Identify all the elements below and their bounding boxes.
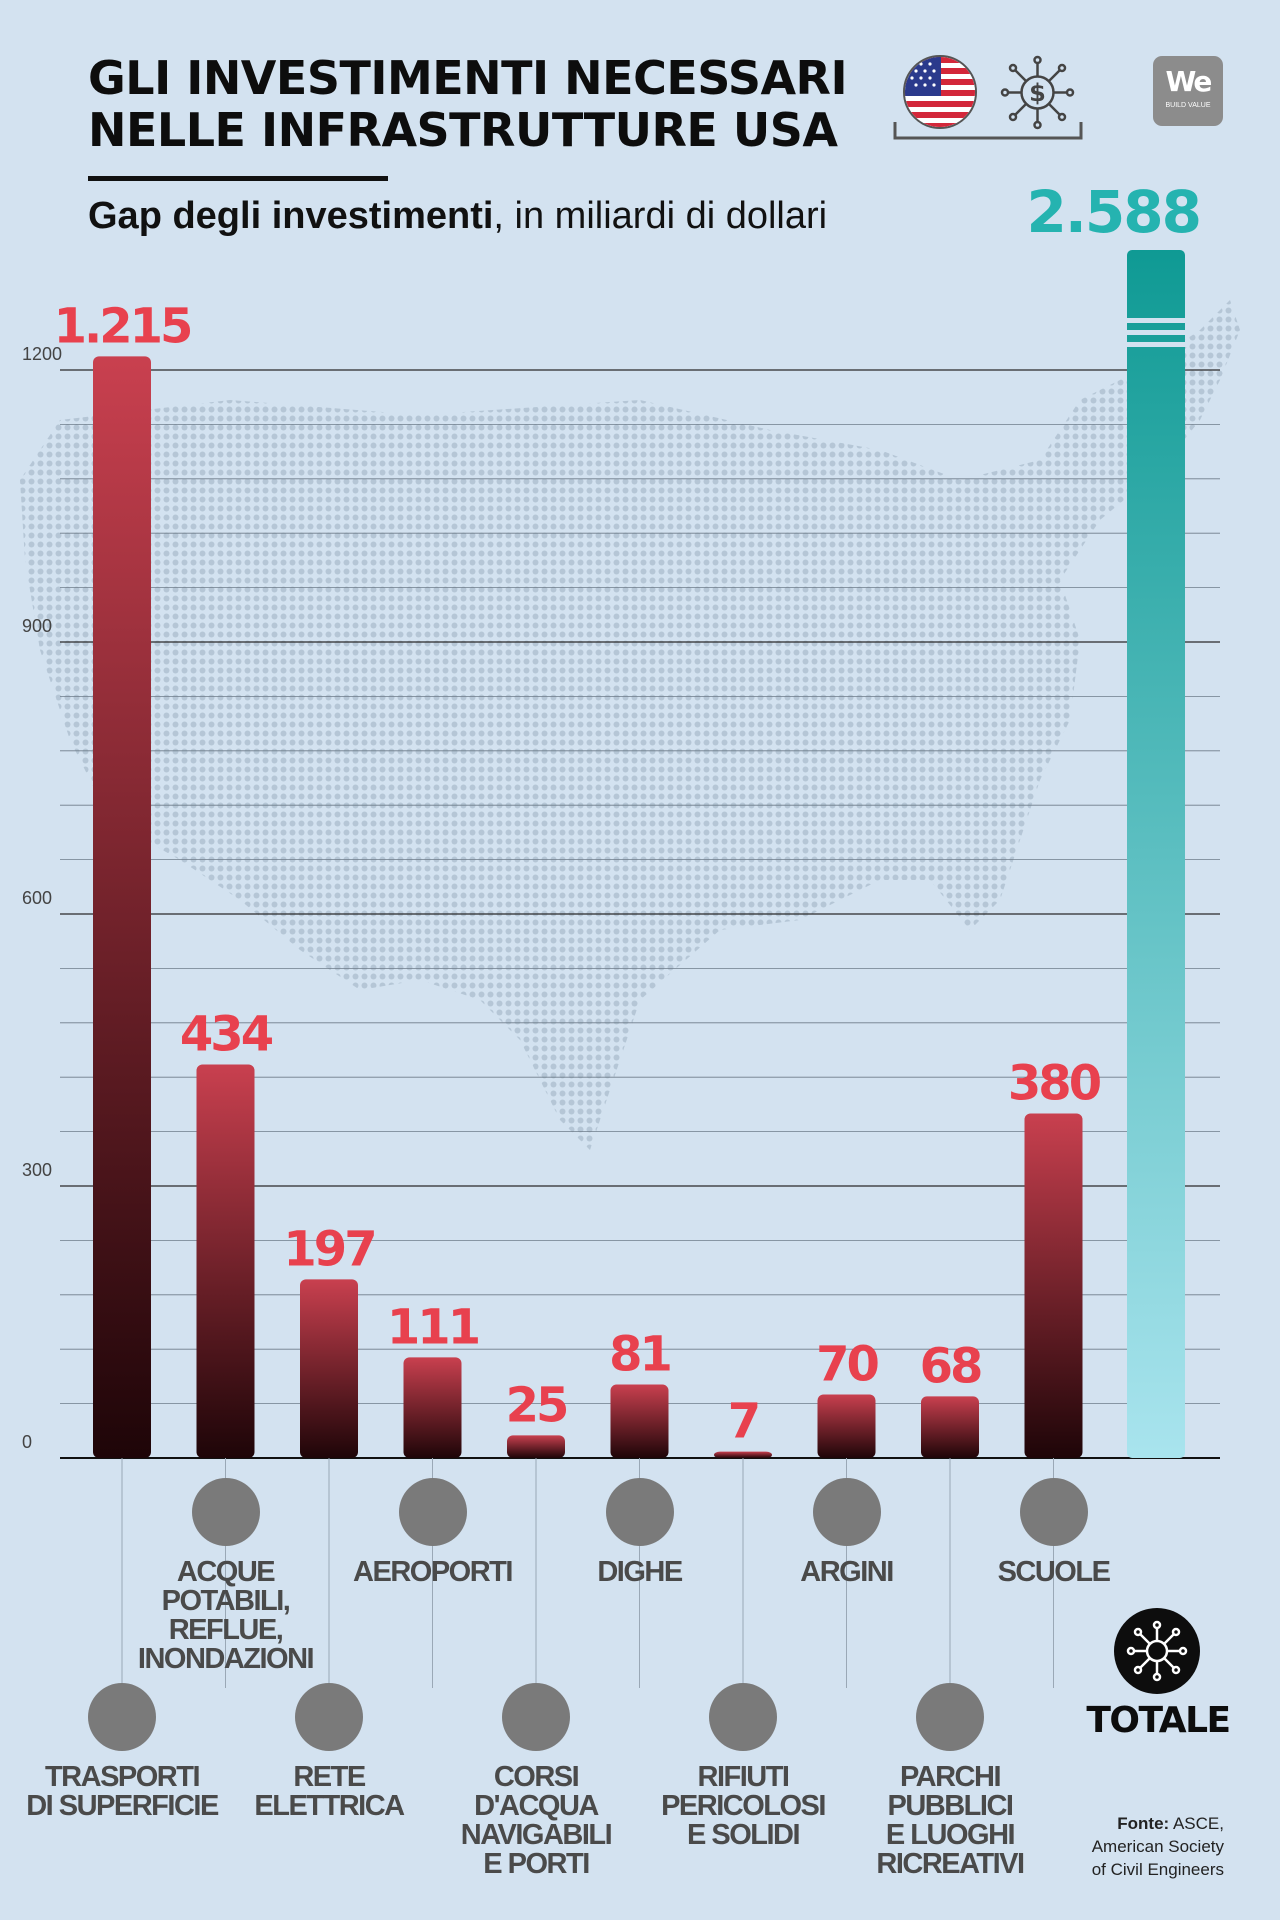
bar-value-label: 380 (1008, 1055, 1101, 1111)
category-label: AEROPORTI (353, 1556, 513, 1588)
bar (817, 1394, 876, 1458)
total-value-label: 2.588 (1026, 178, 1202, 246)
bar-value-label: 1.215 (54, 298, 191, 354)
hazard-barrel-icon (709, 1683, 777, 1751)
axis-break-mark (1125, 330, 1187, 335)
y-tick-label: 900 (22, 616, 52, 636)
dam-icon (605, 1478, 674, 1546)
subtitle-bold: Gap degli investimenti (88, 195, 494, 237)
category-label: TRASPORTI DI SUPERFICIE (26, 1761, 219, 1822)
category-label: PARCHI PUBBLICI E LUOGHI RICREATIVI (876, 1761, 1025, 1880)
usa-flag-icon (903, 55, 977, 129)
title-line-2: NELLE INFRASTRUTTURE USA (88, 103, 838, 157)
source-bold: Fonte: (1117, 1814, 1170, 1833)
y-tick-label: 600 (22, 888, 52, 908)
title-line-1: GLI INVESTIMENTI NECESSARI (88, 51, 848, 105)
logo-subtext: BUILD VALUE (1165, 102, 1211, 109)
bar-value-label: 111 (387, 1299, 479, 1355)
bar-value-label: 197 (283, 1221, 374, 1277)
bar (921, 1396, 979, 1458)
category-label: ACQUE POTABILI, REFLUE, INONDAZIONI (137, 1556, 315, 1675)
airplane-icon (398, 1478, 467, 1546)
category-label: DIGHE (597, 1556, 683, 1588)
bar (300, 1279, 358, 1458)
logo-text: We (1165, 65, 1213, 98)
tree-icon (916, 1683, 984, 1751)
bar (196, 1064, 255, 1458)
category-label: RIFIUTI PERICOLOSI E SOLIDI (661, 1761, 826, 1851)
axis-break-mark (1125, 342, 1187, 347)
category-label: SCUOLE (997, 1556, 1111, 1588)
bar (507, 1435, 565, 1458)
header-underline (893, 122, 1083, 140)
chart-title: GLI INVESTIMENTI NECESSARI NELLE INFRAST… (88, 52, 868, 156)
dollar-network-icon: $ (1000, 55, 1075, 130)
bar-value-label: 70 (816, 1337, 878, 1393)
bar-value-label: 68 (920, 1338, 981, 1394)
ship-icon (502, 1683, 570, 1751)
lightbulb-icon (295, 1683, 363, 1751)
water-tap-icon (191, 1478, 260, 1546)
y-tick-label: 0 (22, 1432, 32, 1452)
source-text: ASCE, American Society of Civil Engineer… (1091, 1814, 1224, 1879)
bar (610, 1384, 669, 1458)
bar (93, 356, 151, 1458)
bar-value-label: 25 (506, 1377, 567, 1433)
y-tick-label: 300 (22, 1160, 52, 1180)
category-label: CORSI D'ACQUA NAVIGABILI E PORTI (460, 1761, 613, 1880)
chart-subtitle: Gap degli investimenti, in miliardi di d… (88, 195, 827, 238)
webuild-logo: We BUILD VALUE (1153, 56, 1223, 126)
category-label: RETE ELETTRICA (254, 1761, 405, 1822)
y-tick-label: 1200 (22, 344, 62, 364)
total-category-label: TOTALE (1086, 1700, 1231, 1741)
network-icon (1114, 1608, 1200, 1694)
bar (1024, 1113, 1083, 1458)
usa-map-dots (20, 300, 1240, 1150)
bar (403, 1357, 462, 1458)
bar-value-label: 434 (180, 1007, 273, 1063)
title-underline (88, 176, 388, 181)
train-icon (88, 1683, 156, 1751)
subtitle-rest: , in miliardi di dollari (493, 195, 828, 237)
axis-break-mark (1125, 318, 1187, 323)
category-label: ARGINI (800, 1556, 894, 1588)
total-bar (1127, 250, 1185, 1458)
svg-text:$: $ (1029, 79, 1046, 107)
school-icon (1019, 1478, 1088, 1546)
source-note: Fonte: ASCE, American Society of Civil E… (1060, 1812, 1224, 1881)
brick-wall-icon (812, 1478, 881, 1546)
bar-value-label: 7 (728, 1394, 758, 1450)
bar-value-label: 81 (609, 1327, 670, 1383)
bar (714, 1451, 772, 1458)
